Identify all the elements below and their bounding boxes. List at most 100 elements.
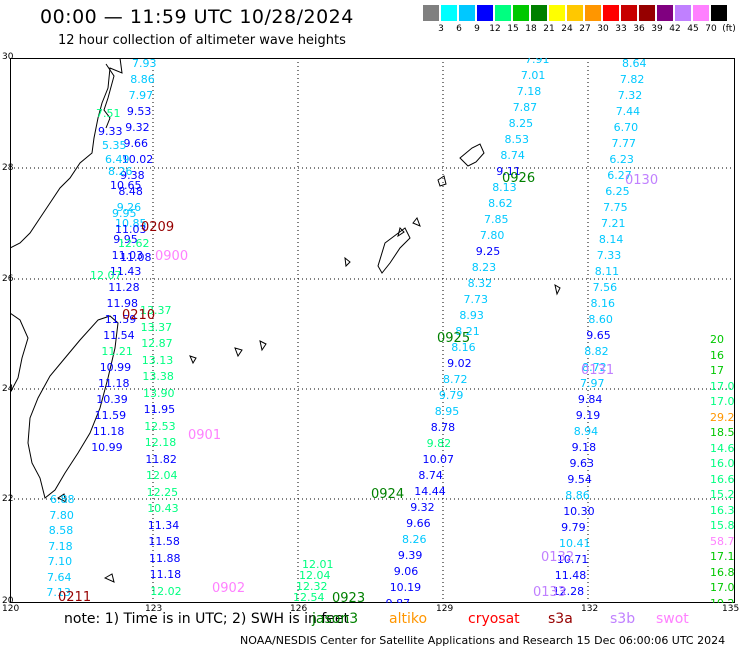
wave-height-value: 9.79 (438, 389, 464, 402)
wave-height-value: 12.53 (144, 419, 176, 433)
color-scale-label: 21 (543, 24, 555, 34)
lon-label-120: 120 (2, 604, 20, 614)
wave-height-value: 11.28 (108, 281, 140, 294)
wave-height-value: 8.86 (130, 73, 155, 86)
wave-height-value: 7.80 (479, 229, 505, 242)
wave-height-value: 7.75 (603, 201, 628, 214)
wave-height-value: 11.18 (149, 568, 182, 581)
wave-height-value: 10.99 (99, 361, 132, 374)
wave-height-value: 8.26 (402, 533, 427, 546)
wave-height-value: 9.32 (410, 501, 435, 514)
island-b (412, 217, 421, 227)
wave-height-value: 8.48 (118, 185, 143, 198)
color-swatch-11 (621, 5, 637, 21)
wave-height-value: 12.04 (299, 569, 331, 582)
wave-height-value: 7.01 (520, 69, 546, 82)
wave-height-value: 9.65 (586, 329, 611, 342)
wave-height-value: 8.16 (590, 297, 616, 310)
wave-height-value: 11.95 (143, 403, 176, 416)
wave-height-value: 7.87 (512, 101, 538, 114)
wave-height-value: 17.11 (710, 550, 735, 563)
island-g (189, 355, 197, 365)
color-swatch-4 (495, 5, 511, 21)
legend-item-s3b: s3b (610, 611, 636, 627)
wave-height-value: 11.59 (104, 313, 137, 326)
wave-height-value: 12.01 (302, 558, 334, 571)
color-scale-label: 9 (474, 24, 480, 34)
wave-height-value: 17.07 (710, 581, 735, 594)
color-swatch-7 (549, 5, 565, 21)
color-scale-label: 24 (561, 24, 573, 34)
wave-height-value: 6.23 (609, 153, 634, 166)
lon-label-135: 135 (722, 604, 740, 614)
wave-height-value: 11.59 (94, 409, 127, 422)
wave-height-value: 20 (710, 333, 724, 346)
color-scale-label: 18 (525, 24, 537, 34)
wave-height-value: 9.54 (567, 473, 592, 486)
pass-time-label: 0923 (332, 591, 366, 603)
wave-height-value: 8.72 (582, 361, 607, 374)
wave-height-value: 14.44 (414, 485, 446, 498)
wave-height-value: 7.85 (484, 213, 509, 226)
taiwan-island (27, 315, 119, 499)
wave-height-value: 16.6 (710, 472, 735, 486)
lat-label-26: 26 (2, 274, 14, 284)
island-h (103, 573, 115, 583)
wave-height-value: 58.71 (710, 534, 735, 548)
wave-height-value: 9.95 (112, 207, 137, 220)
color-swatch-15 (693, 5, 709, 21)
pass-time-label: 0211 (58, 590, 92, 603)
color-scale-label: 45 (687, 24, 699, 34)
wave-height-value: 9.11 (496, 165, 521, 178)
wave-height-value: 17 (710, 364, 724, 377)
legend-item-jason3: jason3 (312, 611, 359, 627)
color-scale-label: (ft) (722, 24, 736, 34)
wave-height-value: 16.80 (710, 565, 735, 579)
legend-item-cryosat: cryosat (468, 611, 520, 627)
wave-height-value: 7.21 (601, 217, 626, 230)
wave-height-value: 8.11 (594, 265, 620, 278)
island-a (437, 175, 447, 187)
wave-height-value: 11.03 (115, 223, 147, 236)
zhoushan-islands (103, 63, 115, 129)
wave-height-value: 9.66 (406, 517, 431, 530)
color-swatch-12 (639, 5, 655, 21)
lon-label-126: 126 (290, 604, 308, 614)
lat-label-20: 20 (2, 596, 14, 606)
wave-height-value: 7.64 (47, 570, 72, 584)
wave-height-value: 11.48 (554, 569, 587, 582)
tanegashima-yakushima (459, 143, 485, 167)
pass-time-label: 0130 (625, 173, 659, 188)
wave-height-value: 7.80 (49, 508, 74, 522)
lat-label-24: 24 (2, 384, 14, 394)
color-swatch-13 (657, 5, 673, 21)
wave-height-value: 6.70 (613, 121, 639, 134)
wave-height-value: 12.28 (552, 585, 585, 598)
wave-height-value: 6.49 (105, 153, 130, 166)
wave-height-value: 6.25 (605, 185, 630, 198)
wave-height-value: 7.13 (46, 586, 71, 599)
wave-height-value: 8.64 (622, 58, 647, 70)
color-swatch-1 (441, 5, 457, 21)
pass-time-label: 0926 (502, 171, 536, 186)
wave-height-value: 13.38 (142, 370, 174, 383)
wave-height-value: 7.82 (619, 73, 645, 86)
color-scale-label: 12 (489, 24, 501, 34)
color-swatch-16 (711, 5, 727, 21)
wave-height-value: 12.02 (150, 584, 182, 598)
wave-height-value: 8.74 (500, 149, 525, 162)
wave-height-value: 5.35 (102, 139, 127, 152)
wave-height-value: 10.39 (96, 393, 128, 406)
wave-height-value: 12.18 (144, 436, 177, 449)
graticule (10, 58, 735, 603)
footer-credit: NOAA/NESDIS Center for Satellite Applica… (240, 634, 726, 647)
wave-height-value: 13.37 (140, 320, 173, 334)
wave-height-value: 15.80 (710, 519, 735, 532)
color-scale-label: 27 (579, 24, 591, 34)
lat-label-28: 28 (2, 163, 14, 173)
wave-height-value: 12.54 (293, 591, 325, 603)
pass-time-label: 0924 (371, 487, 405, 502)
wave-height-value: 9.63 (569, 457, 595, 470)
wave-height-value: 7.33 (596, 249, 622, 262)
altimeter-map: 7.93 8.86 7.97 9.53 9.32 9.66 10.02 9.38 8.48 9.2… (10, 58, 735, 603)
